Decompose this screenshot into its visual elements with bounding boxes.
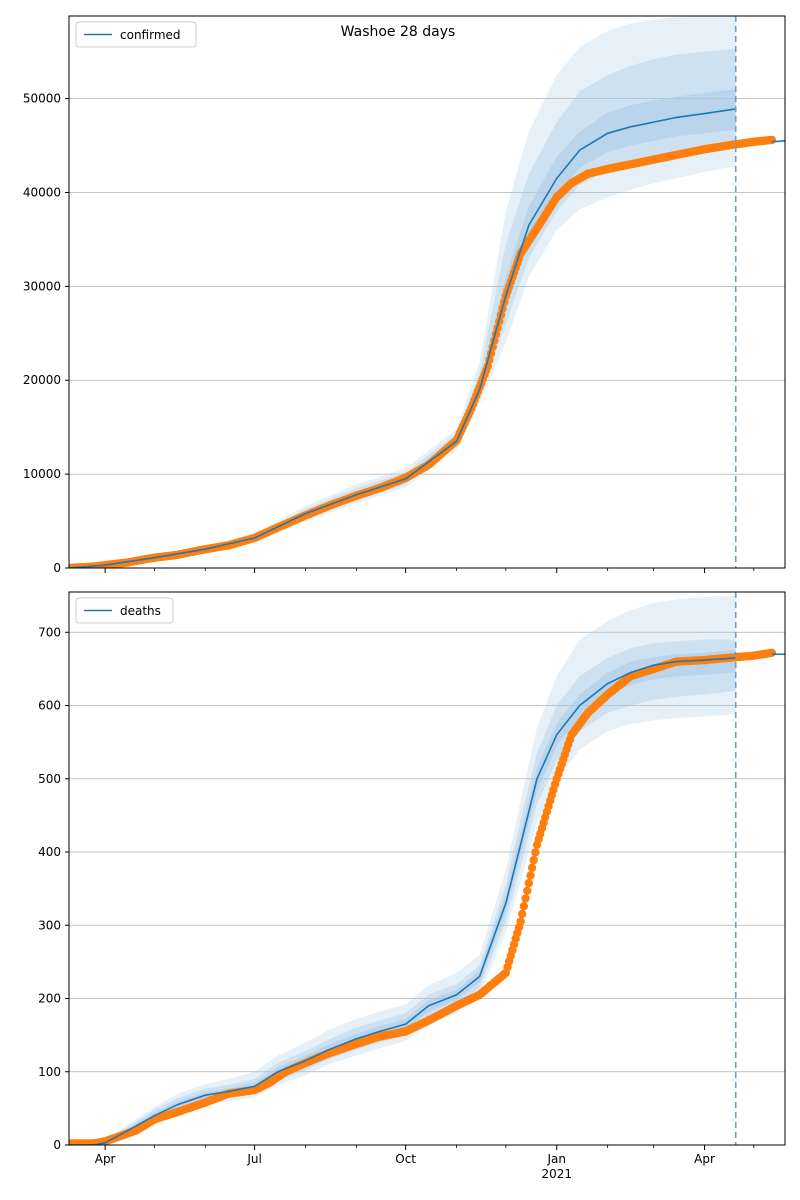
x-tick-sublabel: 2021 (541, 1167, 572, 1181)
plot-area (69, 595, 785, 1145)
observed-point (767, 648, 777, 657)
observed-point (518, 909, 527, 919)
x-tick-label: Apr (694, 1152, 715, 1166)
observed-series (69, 135, 777, 568)
panel-confirmed: 0 10000 20000 30000 40000 50000 confirmed (23, 15, 786, 575)
observed-point (527, 863, 537, 872)
observed-point (531, 848, 540, 857)
y-tick-label: 0 (53, 561, 61, 575)
legend-label: confirmed (120, 28, 181, 42)
observed-point (523, 886, 532, 895)
plot-area (69, 16, 785, 568)
observed-point (521, 894, 530, 903)
observed-series (69, 648, 777, 1145)
legend: confirmed (75, 21, 197, 48)
band-inner (69, 89, 736, 568)
observed-point (516, 917, 525, 926)
y-tick-label: 10000 (23, 467, 61, 481)
x-tick-label: Jan (546, 1152, 566, 1166)
y-tick-label: 600 (38, 699, 61, 713)
y-tick-label: 30000 (23, 279, 61, 293)
band-inner (69, 649, 736, 1145)
y-tick-label: 200 (38, 992, 61, 1006)
projection-tail-line (771, 140, 785, 143)
legend-box (75, 21, 197, 48)
observed-point (519, 902, 529, 911)
y-tick-label: 700 (38, 625, 61, 639)
y-tick-label: 50000 (23, 92, 61, 106)
y-tick-label: 100 (38, 1065, 61, 1079)
observed-point (524, 878, 533, 888)
legend-box (75, 597, 174, 624)
y-tick-label: 300 (38, 918, 61, 932)
band-middle (69, 639, 736, 1145)
legend: deaths (75, 597, 174, 624)
axes-frame (68, 591, 786, 1146)
axes-frame (68, 15, 786, 569)
x-tick-label: Oct (395, 1152, 416, 1166)
y-tick-label: 20000 (23, 373, 61, 387)
y-tick-label: 40000 (23, 185, 61, 199)
observed-point (767, 135, 777, 145)
model-line (69, 657, 736, 1145)
observed-point (529, 855, 538, 865)
x-tick-label: Apr (95, 1152, 116, 1166)
figure-title: Washoe 28 days (341, 24, 456, 40)
y-tick-label: 400 (38, 845, 61, 859)
model-line (69, 108, 736, 568)
legend-label: deaths (120, 604, 161, 618)
y-tick-label: 500 (38, 772, 61, 786)
x-tick-label: Jul (246, 1152, 261, 1166)
y-tick-label: 0 (53, 1138, 61, 1152)
observed-point (526, 871, 535, 880)
